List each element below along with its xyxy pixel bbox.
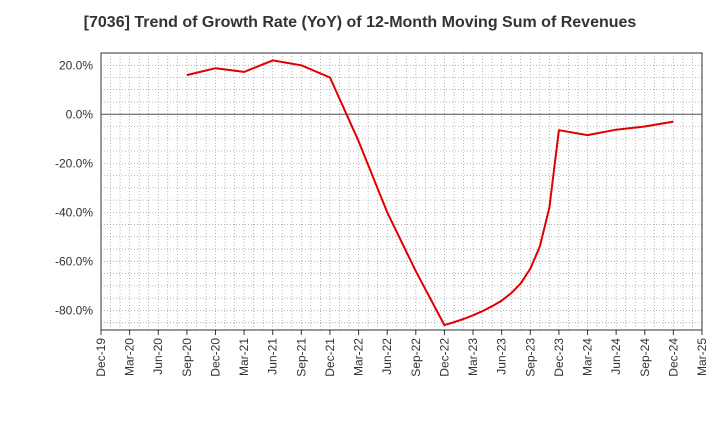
y-tick-label: -80.0% bbox=[55, 303, 93, 317]
y-tick-label: 0.0% bbox=[66, 107, 94, 121]
x-tick-label: Mar-22 bbox=[352, 338, 366, 376]
x-tick-label: Sep-23 bbox=[523, 338, 537, 377]
x-tick-label: Mar-23 bbox=[466, 338, 480, 376]
x-tick-label: Mar-21 bbox=[237, 338, 251, 376]
x-tick-label: Dec-21 bbox=[323, 338, 337, 377]
series-line bbox=[186, 59, 674, 327]
x-tick-label: Sep-21 bbox=[294, 338, 308, 377]
x-tick-label: Dec-20 bbox=[208, 338, 222, 377]
x-tick-label: Sep-24 bbox=[638, 338, 652, 377]
x-tick-label: Jun-20 bbox=[151, 338, 165, 375]
y-tick-label: -60.0% bbox=[55, 254, 93, 268]
x-tick-label: Dec-19 bbox=[94, 338, 108, 377]
y-tick-label: 20.0% bbox=[59, 58, 93, 72]
x-tick-label: Mar-20 bbox=[123, 338, 137, 376]
x-tick-label: Jun-23 bbox=[495, 338, 509, 375]
x-tick-label: Mar-25 bbox=[695, 338, 709, 376]
y-tick-label: -40.0% bbox=[55, 205, 93, 219]
x-tick-label: Sep-20 bbox=[180, 338, 194, 377]
x-tick-label: Jun-22 bbox=[380, 338, 394, 375]
x-tick-label: Mar-24 bbox=[581, 338, 595, 376]
plot-frame bbox=[100, 52, 703, 331]
x-tick-label: Sep-22 bbox=[409, 338, 423, 377]
y-tick-label: -20.0% bbox=[55, 156, 93, 170]
x-tick-label: Jun-24 bbox=[609, 338, 623, 375]
x-tick-label: Dec-22 bbox=[437, 338, 451, 377]
x-tick-label: Dec-24 bbox=[666, 338, 680, 377]
x-tick-label: Dec-23 bbox=[552, 338, 566, 377]
chart-title: [7036] Trend of Growth Rate (YoY) of 12-… bbox=[83, 14, 637, 31]
x-tick-label: Jun-21 bbox=[266, 338, 280, 375]
